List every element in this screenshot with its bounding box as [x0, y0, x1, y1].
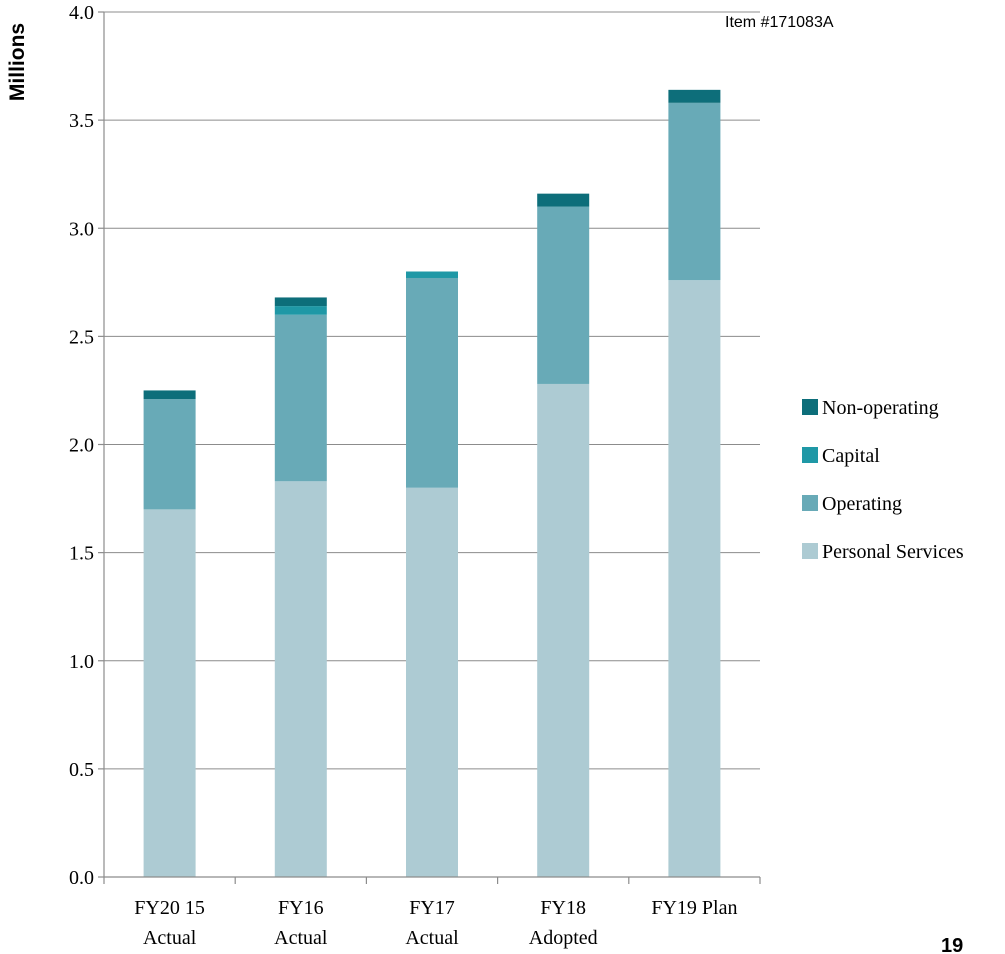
y-tick-labels: 0.0 0.5 1.0 1.5 2.0 2.5 3.0 3.5 4.0: [69, 2, 94, 889]
bar-segment: [406, 277, 458, 488]
x-tick-label: Actual: [143, 927, 197, 949]
bar-segment: [537, 193, 590, 207]
bar-segment: [406, 487, 458, 877]
bar-segment: [668, 280, 721, 877]
y-tick-label: 0.5: [69, 759, 94, 781]
y-tick-label: 1.5: [69, 543, 94, 565]
bar-segment: [274, 481, 327, 877]
bar-segment: [143, 399, 196, 510]
legend-swatch: [802, 447, 818, 463]
y-tick-label: 2.5: [69, 326, 94, 348]
legend-swatch: [802, 495, 818, 511]
bar-segment: [406, 271, 458, 278]
bar-stacks: [143, 89, 721, 877]
x-tick-label: Adopted: [529, 927, 598, 949]
y-tick-label: 4.0: [69, 2, 94, 24]
bar-segment: [668, 89, 721, 103]
y-tick-label: 1.0: [69, 651, 94, 673]
legend-label: Personal Services: [822, 541, 964, 563]
y-tick-label: 0.0: [69, 867, 94, 889]
x-tick-label: FY16: [278, 897, 324, 919]
bar-segment: [668, 102, 721, 281]
y-tick-label: 3.0: [69, 218, 94, 240]
axes: [98, 11, 761, 884]
x-tick-label: Actual: [274, 927, 328, 949]
x-tick-label: FY18: [540, 897, 586, 919]
page-number: 19: [941, 935, 963, 954]
bar-segment: [274, 314, 327, 482]
y-tick-label: 2.0: [69, 435, 94, 457]
x-tick-label: FY19 Plan: [651, 897, 737, 919]
legend-label: Non-operating: [822, 397, 939, 419]
x-tick-labels: FY20 15 Actual FY16 Actual FY17 Actual FY18 Ado…: [134, 897, 737, 949]
legend-label: Operating: [822, 493, 902, 515]
x-tick-label: FY17: [409, 897, 455, 919]
bar-segment: [537, 383, 590, 877]
y-axis-label: Millions: [6, 23, 29, 101]
bar-segment: [143, 509, 196, 877]
y-tick-label: 3.5: [69, 110, 94, 132]
bar-segment: [537, 206, 590, 384]
legend: Non-operating Capital Operating Personal Se…: [802, 397, 964, 563]
item-label: Item #171083A: [725, 14, 834, 31]
legend-swatch: [802, 399, 818, 415]
legend-swatch: [802, 543, 818, 559]
bar-segment: [274, 297, 327, 307]
legend-label: Capital: [822, 445, 880, 467]
x-tick-label: Actual: [405, 927, 459, 949]
bar-segment: [274, 306, 327, 315]
x-tick-label: FY20 15: [134, 897, 205, 919]
bar-segment: [143, 390, 196, 400]
